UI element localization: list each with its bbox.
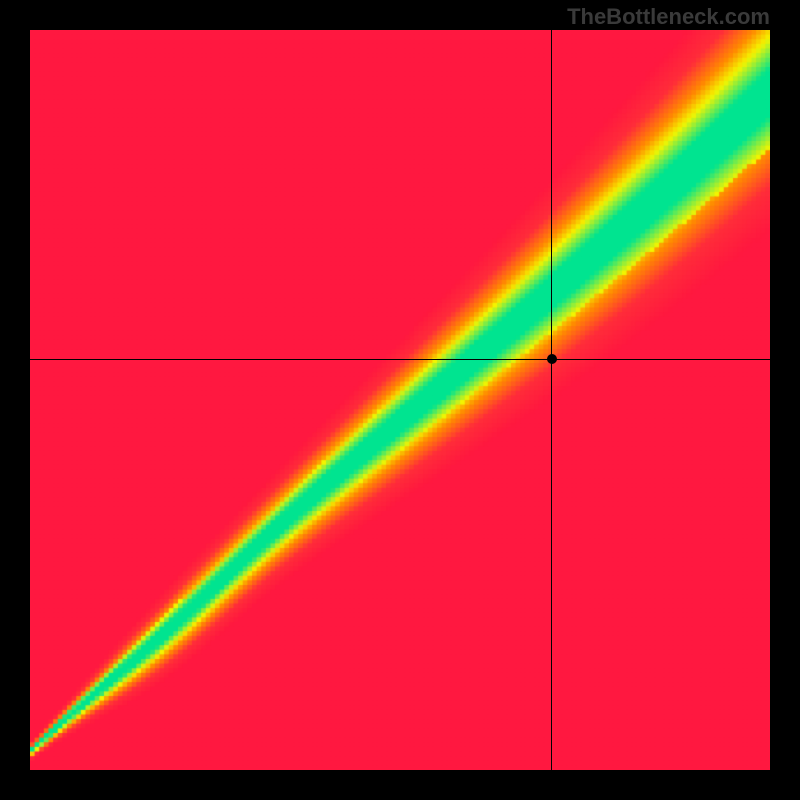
crosshair-horizontal — [30, 359, 770, 361]
heatmap-plot — [30, 30, 770, 770]
heatmap-canvas — [30, 30, 770, 770]
crosshair-vertical — [551, 30, 553, 770]
watermark-text: TheBottleneck.com — [567, 4, 770, 30]
crosshair-marker — [547, 354, 557, 364]
